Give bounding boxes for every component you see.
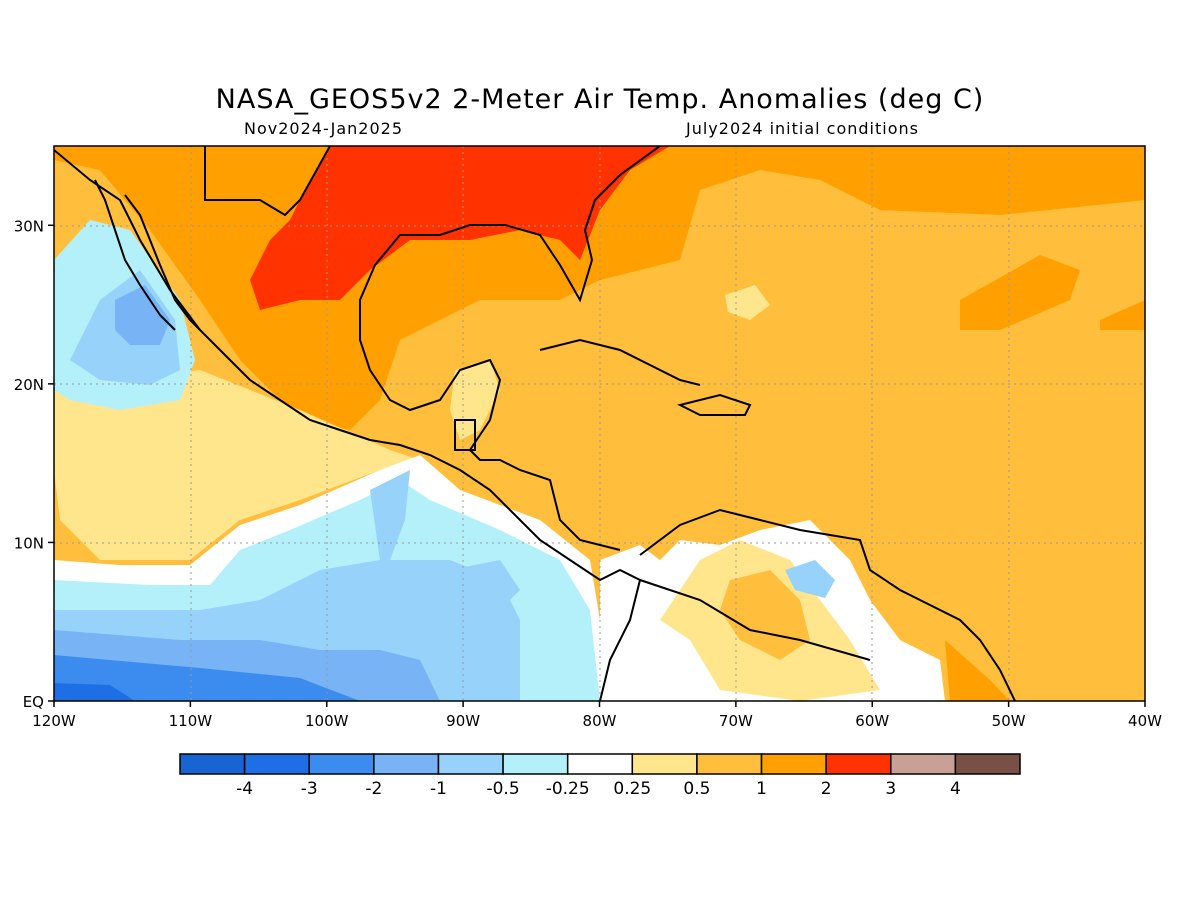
coastlines [54,146,1016,701]
region-slight-warm-pacific [54,370,420,560]
colorbar-label: 2 [821,779,832,799]
colorbar-label: 1 [756,779,767,799]
colorbar-label: -0.5 [486,779,519,799]
colorbar-swatch [760,753,827,775]
coast-south-america [639,508,1016,701]
colorbar-label: -1 [430,779,447,799]
lon-tick-label: 70W [719,712,753,730]
colorbar-swatch [373,753,440,775]
colorbar-label: 4 [950,779,961,799]
coast-hispaniola [677,393,752,416]
region-cold [54,655,360,701]
colorbar-swatch [179,753,246,775]
region-baja-moderate-cool [115,285,170,345]
lat-tick-label: 30N [14,217,44,235]
colorbar-swatch [631,753,698,775]
colorbar-swatch [954,753,1021,775]
colorbar-swatch [243,753,310,775]
colorbar-swatch [308,753,375,775]
colorbar-label: -4 [236,779,253,799]
colorbar-swatch [437,753,504,775]
coast-border-us [204,146,331,217]
lon-tick-label: 40W [1128,712,1162,730]
region-sa-cool-patch [785,560,835,598]
lon-tick-label: 80W [583,712,617,730]
coast-border-colombia [639,579,871,661]
colorbar-label: -2 [365,779,382,799]
colorbar-swatch [890,753,957,775]
region-ca-cool [370,470,520,620]
lat-tick-label: 10N [14,534,44,552]
region-colder [54,683,135,701]
coast-baja-west [94,179,176,331]
colorbar-label: -0.25 [546,779,590,799]
colorbar-swatch [502,753,569,775]
colorbar-label: 0.25 [613,779,651,799]
coast-cuba [539,338,701,386]
region-warm-east2 [1100,300,1145,330]
colorbar-swatch [696,753,763,775]
lat-tick-label: 20N [14,376,44,394]
colorbar-label: 0.5 [683,779,710,799]
region-east-patch [725,285,770,320]
lon-tick-label: 100W [305,712,349,730]
lon-tick-label: 90W [446,712,480,730]
coast-border-guatemala [454,419,476,451]
region-warm-south [945,640,1010,701]
lon-tick-label: 120W [32,712,76,730]
lat-tick-label: EQ [23,693,44,711]
colorbar-swatch [825,753,892,775]
axis-labels: 120W 110W 100W 90W 80W 70W 60W 50W 40W EQ 10N 20N 30… [14,217,1162,730]
colorbar-swatch [566,753,634,775]
graticule [54,146,1145,701]
coast-baja [124,194,201,331]
lon-tick-label: 50W [992,712,1026,730]
map-title: NASA_GEOS5v2 2-Meter Air Temp. Anomalies… [215,84,985,115]
initial-conditions: July2024 initial conditions [686,119,919,138]
forecast-period: Nov2024-Jan2025 [244,119,403,138]
axis-ticks [48,224,1146,707]
colorbar-label: 3 [885,779,896,799]
coast-gulf [359,146,661,551]
lon-tick-label: 110W [169,712,213,730]
colorbar-label: -3 [301,779,318,799]
lon-tick-label: 60W [855,712,889,730]
region-warm-east [960,255,1080,330]
